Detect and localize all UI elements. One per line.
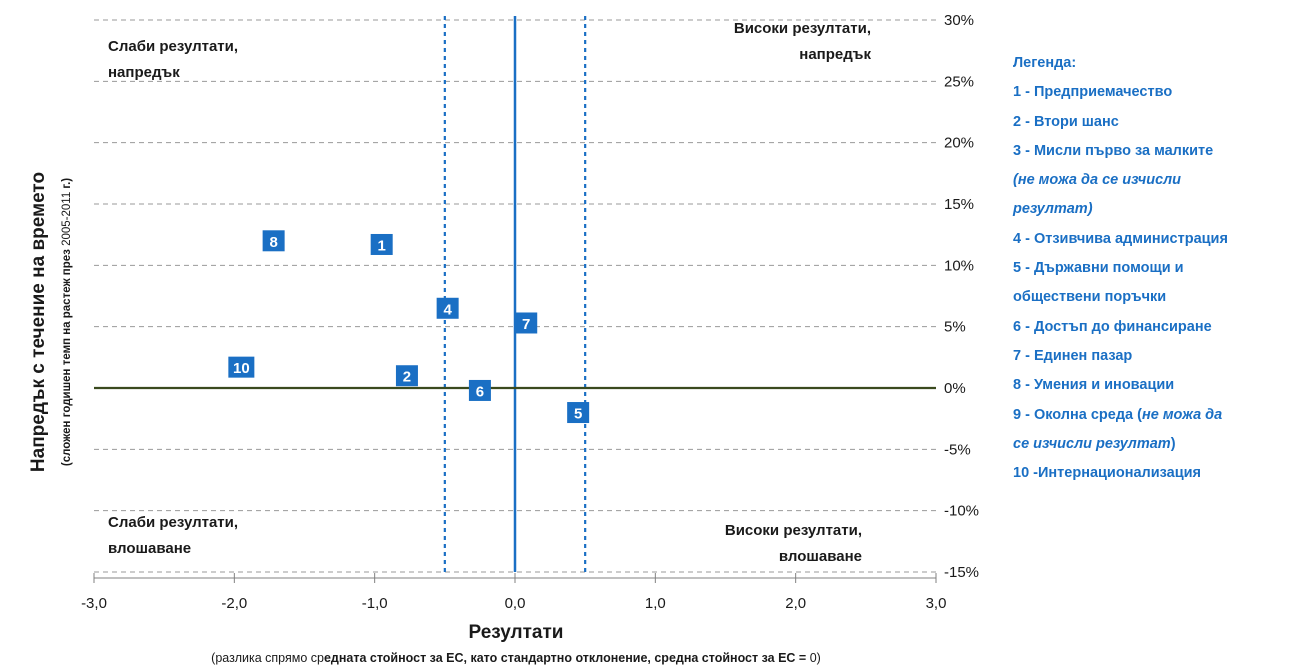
legend-item-text: ) (1170, 435, 1176, 452)
legend-item: 6 - Достъп до финансиране (1013, 313, 1296, 342)
y-tick-label: 20% (944, 135, 974, 152)
y-tick-labels: -15% -10% -5% 0% 5% 10% 15% 20% 25% 30% (944, 12, 979, 581)
y-tick-label: 25% (944, 73, 974, 90)
legend-item-text: резултат) (1013, 201, 1093, 218)
point-label: 6 (476, 383, 484, 400)
point-label: 10 (233, 360, 250, 377)
point-label: 2 (403, 369, 411, 386)
y-tick-label: -5% (944, 441, 971, 458)
x-axis-subtitle: (разлика спрямо средната стойност за ЕС,… (211, 651, 821, 665)
point-label: 5 (574, 406, 582, 423)
legend-item: 3 - Мисли първо за малките (1013, 137, 1296, 166)
x-tick-labels: -3,0 -2,0 -1,0 0,0 1,0 2,0 3,0 (81, 595, 946, 612)
legend-item: обществени поръчки (1013, 283, 1296, 312)
data-points: 1 2 4 5 6 7 8 10 (228, 230, 590, 424)
legend-item-text: 9 - Околна среда ( (1013, 406, 1142, 423)
legend-item: 9 - Околна среда (не можа да (1013, 401, 1296, 430)
legend-item-text: 8 - Умения и иновации (1013, 377, 1175, 394)
legend-item: резултат) (1013, 195, 1296, 224)
legend-item: 7 - Единен пазар (1013, 342, 1296, 371)
point-marker (370, 233, 393, 255)
x-tick-label: 1,0 (645, 595, 666, 612)
x-axis-subtitle-part: (разлика спрямо ср (211, 651, 324, 665)
legend-item: 8 - Умения и иновации (1013, 371, 1296, 400)
quadrant-label-top-left: напредък (108, 64, 180, 81)
y-axis-subtitle-part: г.) (61, 178, 73, 192)
y-tick-label: 15% (944, 196, 974, 213)
legend-item-text: се изчисли резултат (1013, 435, 1171, 452)
x-tick-label: -3,0 (81, 595, 107, 612)
quadrant-label-top-left: Слаби резултати, (108, 38, 238, 55)
legend-item: се изчисли резултат) (1013, 430, 1296, 459)
point-label: 4 (443, 301, 452, 318)
x-axis-subtitle-part: 0) (810, 651, 821, 665)
legend-item-text: не можа да (1141, 406, 1223, 423)
quadrant-label-bottom-left: влошаване (108, 540, 191, 557)
quadrant-label-bottom-right: влошаване (779, 548, 862, 565)
legend-title: Легенда: (1013, 55, 1077, 71)
x-tick-label: 0,0 (505, 595, 526, 612)
legend-item-text: 1 - Предприемачество (1013, 84, 1173, 101)
x-tick-label: 3,0 (926, 595, 947, 612)
legend-item-text: (не можа да се изчисли (1013, 172, 1182, 189)
y-axis-subtitle: (сложен годишен темп на растеж през 2005… (61, 178, 73, 466)
point-label: 8 (269, 234, 277, 251)
quadrant-label-top-right: Високи резултати, (734, 20, 871, 37)
y-tick-label: 30% (944, 12, 974, 29)
y-tick-label: -15% (944, 564, 979, 581)
legend-item: 2 - Втори шанс (1013, 108, 1296, 137)
quadrant-label-bottom-left: Слаби резултати, (108, 514, 238, 531)
x-tick-label: -2,0 (221, 595, 247, 612)
legend: Легенда: 1 - Предприемачество 2 - Втори ш… (1013, 49, 1296, 488)
legend-item-text: 3 - Мисли първо за малките (1013, 142, 1214, 159)
legend-items: 1 - Предприемачество 2 - Втори шанс 3 - Ми… (1013, 78, 1296, 488)
legend-item: 1 - Предприемачество (1013, 78, 1296, 107)
point-marker (468, 379, 491, 401)
legend-item-text: обществени поръчки (1013, 289, 1167, 306)
point-marker (395, 365, 418, 387)
legend-item-text: 6 - Достъп до финансиране (1013, 318, 1212, 335)
x-axis (93, 573, 937, 583)
legend-item-text: 10 -Интернационализация (1013, 465, 1202, 482)
y-axis-title: Напредък с течение на времето (28, 172, 49, 472)
x-tick-label: 2,0 (785, 595, 806, 612)
x-axis-title: Резултати (469, 622, 564, 643)
point-label: 1 (378, 237, 386, 254)
legend-item: (не можа да се изчисли (1013, 166, 1296, 195)
point-marker (515, 312, 538, 334)
y-tick-label: -10% (944, 503, 979, 520)
x-tick-label: -1,0 (362, 595, 388, 612)
y-tick-label: 10% (944, 257, 974, 274)
point-marker (436, 297, 459, 319)
x-axis-subtitle-part: едната стойност за ЕС, като стандартно о… (324, 651, 810, 665)
legend-item: 10 -Интернационализация (1013, 459, 1296, 488)
y-axis-subtitle-part: (сложен годишен темп на растеж през (61, 246, 73, 466)
reference-lines (94, 16, 936, 572)
point-marker (262, 230, 285, 252)
quadrant-label-top-right: напредък (799, 46, 871, 63)
legend-item-text: 5 - Държавни помощи и (1013, 260, 1184, 277)
point-marker (567, 402, 590, 424)
legend-item: 5 - Държавни помощи и (1013, 254, 1296, 283)
y-tick-label: 0% (944, 380, 966, 397)
y-axis-subtitle-part: 2005-2011 (61, 192, 73, 246)
legend-item-text: 2 - Втори шанс (1013, 113, 1119, 130)
point-label: 7 (522, 316, 530, 333)
legend-item-text: 7 - Единен пазар (1013, 347, 1133, 364)
quadrant-labels: Слаби резултати, напредък Високи резултати… (108, 20, 871, 565)
y-tick-label: 5% (944, 319, 966, 336)
quadrant-label-bottom-right: Високи резултати, (725, 522, 862, 539)
legend-item: 4 - Отзивчива администрация (1013, 225, 1296, 254)
point-marker (228, 356, 255, 378)
legend-item-text: 4 - Отзивчива администрация (1013, 230, 1228, 247)
